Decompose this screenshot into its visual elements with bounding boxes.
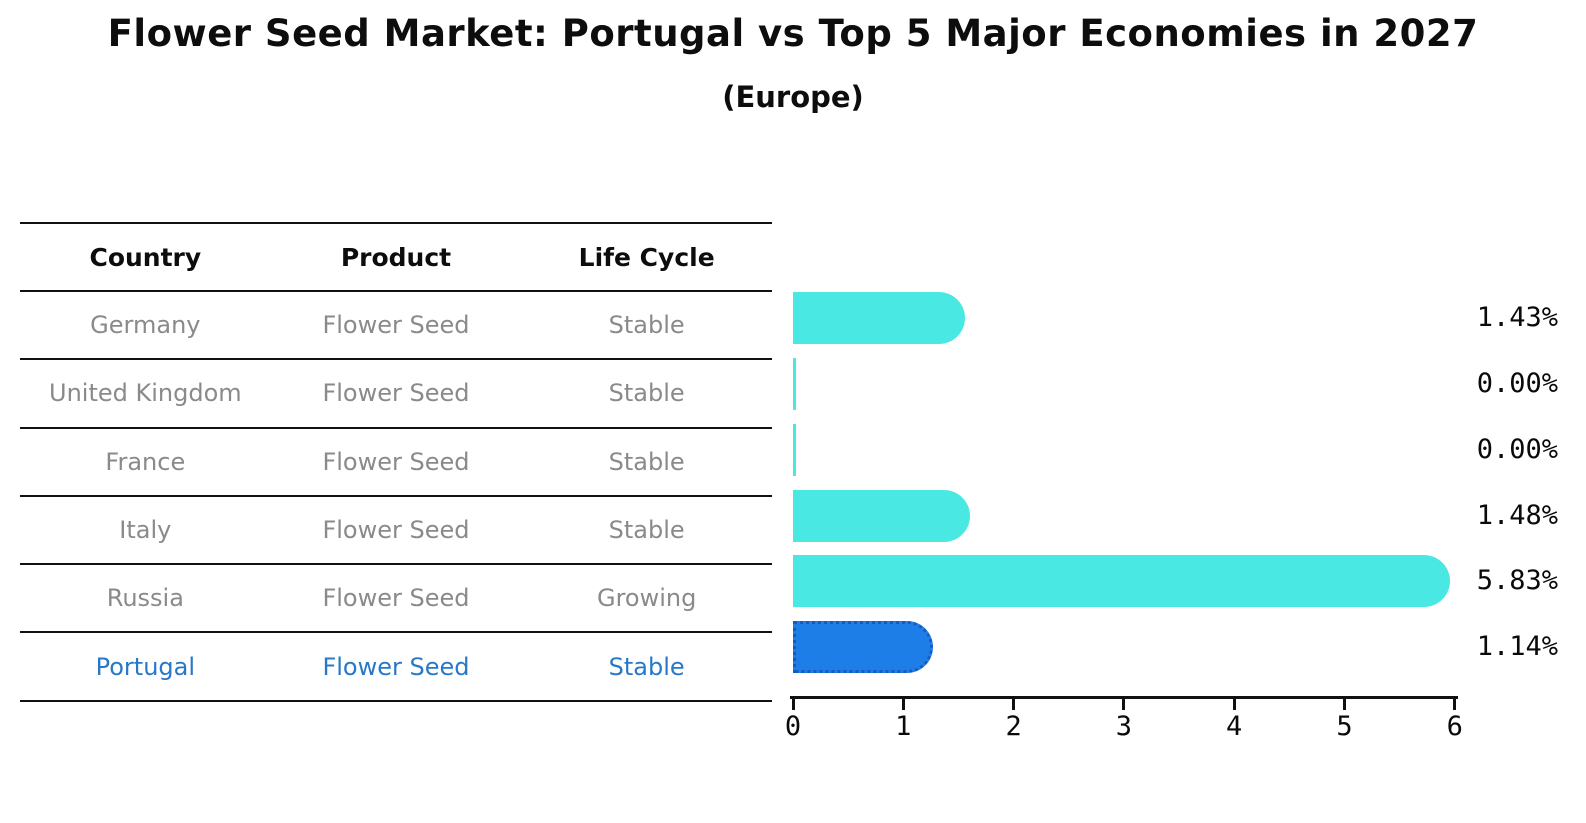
- bar-italy: [793, 489, 971, 542]
- table-cell-country: Portugal: [20, 632, 271, 702]
- table-cell-life-cycle: Stable: [521, 495, 772, 566]
- x-axis-tick-label: 6: [1446, 711, 1463, 742]
- bar-united-kingdom: [793, 357, 796, 410]
- value-label: 0.00%: [1476, 367, 1558, 399]
- value-label: 5.83%: [1476, 565, 1558, 597]
- column-header-product: Product: [270, 223, 522, 292]
- table-cell-life-cycle: Growing: [521, 564, 772, 634]
- x-axis-tick: [1343, 699, 1346, 710]
- x-axis-tick-label: 5: [1336, 711, 1353, 742]
- x-axis-tick-label: 0: [784, 711, 802, 742]
- table-cell-country: Italy: [20, 495, 271, 566]
- table-cell-life-cycle: Stable: [521, 427, 772, 497]
- x-axis-tick-label: 3: [1115, 711, 1133, 742]
- table-row: France Flower Seed Stable: [20, 427, 772, 497]
- x-axis-tick-label: 2: [1005, 711, 1022, 742]
- bar-france: [793, 423, 796, 476]
- x-axis-tick: [1453, 699, 1457, 710]
- table-cell-product: Flower Seed: [270, 495, 522, 566]
- table-cell-country: Germany: [20, 291, 271, 361]
- table-cell-life-cycle: Stable: [521, 632, 772, 702]
- table-cell-life-cycle: Stable: [521, 291, 772, 361]
- column-header-lifecycle: Life Cycle: [521, 223, 772, 292]
- table-header-row: Country Product Life Cycle: [20, 223, 772, 292]
- x-axis-tick: [901, 699, 905, 710]
- table-cell-product: Flower Seed: [270, 427, 522, 497]
- table-cell-product: Flower Seed: [270, 564, 522, 634]
- table-row: United Kingdom Flower Seed Stable: [20, 359, 772, 429]
- table-cell-country: France: [20, 427, 271, 497]
- table-row: Italy Flower Seed Stable: [20, 495, 772, 566]
- x-axis-tick: [791, 699, 795, 710]
- bar-portugal: [793, 621, 933, 674]
- table-cell-product: Flower Seed: [270, 632, 522, 702]
- x-axis-tick-label: 4: [1226, 711, 1243, 742]
- table-cell-country: United Kingdom: [20, 359, 271, 429]
- table-row: Russia Flower Seed Growing: [20, 564, 772, 634]
- bar-germany: [793, 292, 965, 344]
- value-label: 1.14%: [1476, 631, 1558, 663]
- page-subtitle: (Europe): [722, 80, 864, 114]
- table-row: Germany Flower Seed Stable: [20, 291, 772, 361]
- value-label: 1.48%: [1476, 499, 1558, 531]
- page-title: Flower Seed Market: Portugal vs Top 5 Ma…: [107, 12, 1479, 55]
- table-cell-country: Russia: [20, 564, 271, 634]
- x-axis-tick: [1232, 699, 1236, 710]
- table-cell-product: Flower Seed: [270, 291, 522, 361]
- table-cell-product: Flower Seed: [270, 359, 522, 429]
- x-axis-tick: [1122, 699, 1126, 710]
- bar-russia: [793, 555, 1451, 608]
- column-header-country: Country: [20, 223, 271, 292]
- value-label: 0.00%: [1476, 433, 1558, 465]
- value-label: 1.43%: [1476, 302, 1558, 333]
- country-table: Country Product Life Cycle Germany Flower…: [20, 222, 772, 702]
- x-axis-tick: [1012, 699, 1016, 710]
- x-axis-line: [790, 696, 1458, 699]
- table-cell-life-cycle: Stable: [521, 359, 772, 429]
- x-axis-tick-label: 1: [895, 711, 912, 742]
- table-row: Portugal Flower Seed Stable: [20, 632, 772, 702]
